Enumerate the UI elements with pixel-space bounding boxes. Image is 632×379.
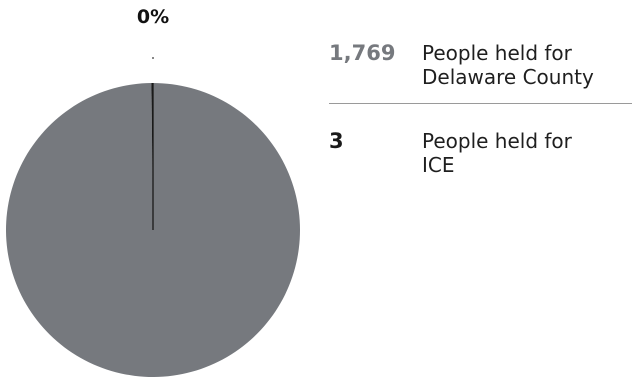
legend-item-ice: 3 People held for ICE <box>329 126 632 177</box>
legend-label-delaware-county: People held for Delaware County <box>422 41 594 89</box>
slice-percent-label: 0% <box>136 6 170 28</box>
legend-value-ice: 3 <box>329 129 344 153</box>
legend: 1,769 People held for Delaware County 3 … <box>329 38 632 177</box>
legend-item-delaware-county: 1,769 People held for Delaware County <box>329 38 632 104</box>
legend-value-delaware-county: 1,769 <box>329 41 396 65</box>
pie-slices <box>5 83 300 377</box>
pie-chart <box>5 57 300 377</box>
label-leader-dot <box>152 57 154 59</box>
legend-label-ice: People held for ICE <box>422 129 572 177</box>
